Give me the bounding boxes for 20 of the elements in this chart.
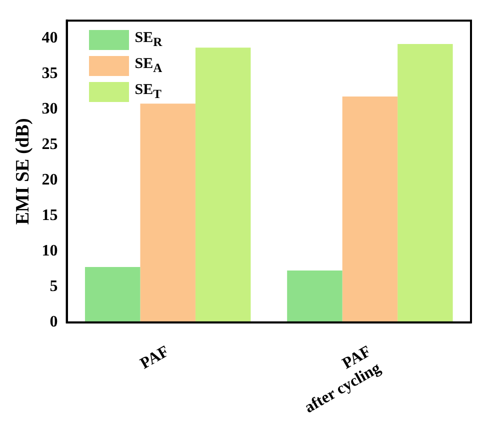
y-tick-label: 25 xyxy=(42,136,58,153)
bar xyxy=(84,266,140,322)
y-tick-label: 5 xyxy=(50,278,58,295)
bar xyxy=(287,270,342,322)
y-tick-label: 15 xyxy=(42,206,58,224)
y-tick-label: 35 xyxy=(42,64,58,82)
y-axis-title: EMI SE (dB) xyxy=(12,118,34,225)
legend-label: SE$_{A}$ xyxy=(134,56,162,76)
bar xyxy=(140,104,196,322)
bar xyxy=(195,48,251,322)
bar xyxy=(398,44,453,322)
bar xyxy=(342,96,398,322)
y-tick-label: 40 xyxy=(42,29,58,46)
y-tick-label: 20 xyxy=(42,171,58,188)
y-tick-label: 0 xyxy=(50,313,58,330)
y-tick-label: 30 xyxy=(42,100,58,118)
legend-label: SE$_{R}$ xyxy=(134,30,162,50)
legend-label: SE$_{T}$ xyxy=(134,82,162,102)
y-tick-label: 10 xyxy=(42,242,58,260)
x-tick-label: PAF xyxy=(138,342,172,373)
